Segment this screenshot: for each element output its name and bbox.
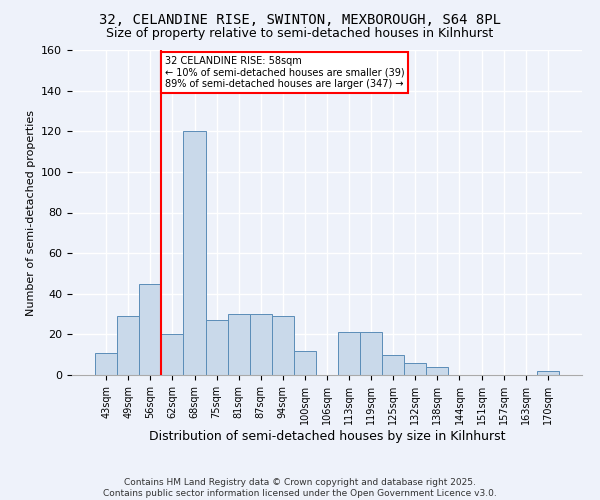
Bar [294,350,316,375]
Text: 32, CELANDINE RISE, SWINTON, MEXBOROUGH, S64 8PL: 32, CELANDINE RISE, SWINTON, MEXBOROUGH,… [99,12,501,26]
Bar [404,363,427,375]
Bar [250,314,272,375]
Bar [427,367,448,375]
Bar [161,334,184,375]
Bar [537,371,559,375]
Bar [184,131,206,375]
Bar [382,354,404,375]
Text: 32 CELANDINE RISE: 58sqm
← 10% of semi-detached houses are smaller (39)
89% of s: 32 CELANDINE RISE: 58sqm ← 10% of semi-d… [165,56,404,90]
Text: Contains HM Land Registry data © Crown copyright and database right 2025.
Contai: Contains HM Land Registry data © Crown c… [103,478,497,498]
Text: Size of property relative to semi-detached houses in Kilnhurst: Size of property relative to semi-detach… [106,28,494,40]
X-axis label: Distribution of semi-detached houses by size in Kilnhurst: Distribution of semi-detached houses by … [149,430,505,442]
Bar [206,320,227,375]
Bar [272,316,294,375]
Bar [338,332,360,375]
Bar [360,332,382,375]
Y-axis label: Number of semi-detached properties: Number of semi-detached properties [26,110,35,316]
Bar [227,314,250,375]
Bar [95,352,117,375]
Bar [117,316,139,375]
Bar [139,284,161,375]
